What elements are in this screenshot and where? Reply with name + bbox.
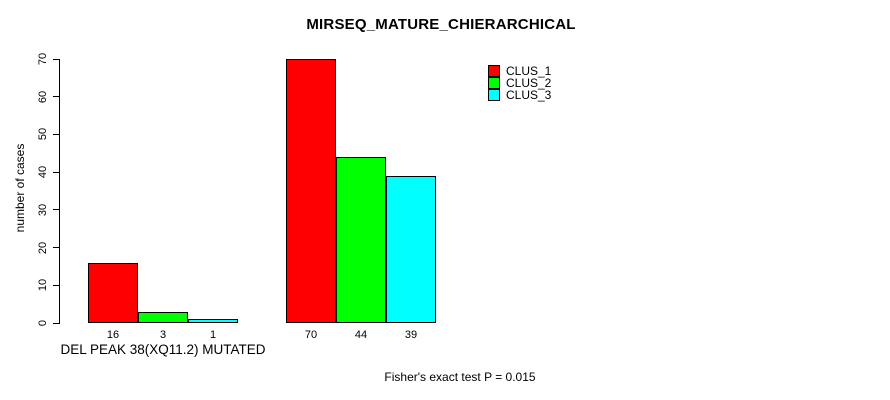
bar-value-label: 3 [159,329,167,341]
legend-item-clus_2: CLUS_2 [488,76,552,90]
y-axis-tick-20 [53,247,59,249]
legend-label-clus_2: CLUS_2 [506,76,552,90]
y-axis-tick-label-70: 70 [37,52,49,66]
legend-label-clus_1: CLUS_1 [506,64,552,78]
y-axis-tick-70 [53,58,59,60]
bar-value-label: 1 [209,329,217,341]
bar-value-label: 16 [106,329,120,341]
y-axis-tick-label-20: 20 [37,241,49,254]
bar-value-label: 44 [354,329,368,341]
fisher-test-annotation: Fisher's exact test P = 0.015 [384,370,536,384]
legend: CLUS_1 CLUS_2 CLUS_3 [488,64,552,102]
y-axis-tick-label-30: 30 [37,203,49,216]
y-axis-tick-label-60: 60 [37,90,49,103]
legend-swatch-clus_1 [488,65,500,77]
y-axis-tick-40 [53,171,59,173]
bar-clus_2-group2 [336,157,386,323]
y-axis-label: number of cases [13,143,27,233]
chart-title: MIRSEQ_MATURE_CHIERARCHICAL [306,16,576,33]
legend-label-clus_3: CLUS_3 [506,88,552,102]
y-axis-tick-30 [53,209,59,211]
y-axis-tick-label-0: 0 [37,319,49,327]
y-axis-tick-60 [53,96,59,98]
legend-swatch-clus_3 [488,89,500,101]
y-axis-line [59,59,60,324]
legend-item-clus_1: CLUS_1 [488,64,552,78]
bar-clus_1-group1 [88,262,138,323]
y-axis-tick-label-10: 10 [37,279,49,292]
bar-clus_3-group2 [386,175,436,323]
bar-value-label: 70 [304,329,318,341]
legend-swatch-clus_2 [488,77,500,89]
y-axis-tick-50 [53,133,59,135]
bar-clus_3-group1 [188,319,238,323]
y-axis-tick-label-50: 50 [37,128,49,141]
y-axis-tick-label-40: 40 [37,166,49,179]
y-axis-tick-10 [53,284,59,286]
x-axis-group-label: DEL PEAK 38(XQ11.2) MUTATED [60,342,266,357]
bar-value-label: 39 [404,329,418,341]
y-axis-tick-0 [53,322,59,324]
bar-clus_2-group1 [138,311,188,323]
legend-item-clus_3: CLUS_3 [488,88,552,102]
bar-clus_1-group2 [286,59,336,323]
